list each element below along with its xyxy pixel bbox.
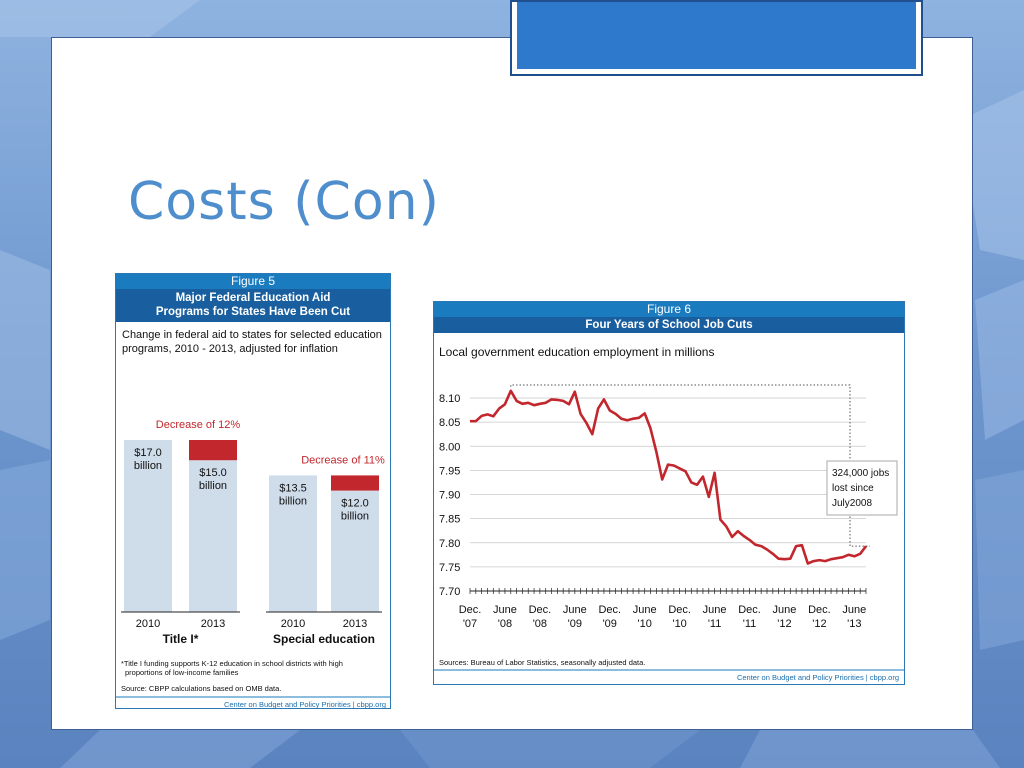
annotation-0: Decrease of 12% [156,419,241,431]
x-tick-label-top: Dec. [598,604,621,616]
value-label-1-0: $13.5 [279,482,307,494]
y-tick-label: 8.00 [439,441,460,453]
figure-5-description-line2: programs, 2010 - 2013, adjusted for infl… [122,343,338,355]
callout-text: lost since [832,483,874,494]
figure-6-credit: Center on Budget and Policy Priorities |… [737,673,899,682]
callout-text: July2008 [832,498,872,509]
figure-6-card: Figure 6 Four Years of School Job Cuts L… [433,301,905,685]
value-label-0-0: $17.0 [134,447,162,459]
x-tick-label-bottom: '07 [463,618,477,630]
x-tick-label-top: Dec. [808,604,831,616]
x-tick-label-top: Dec. [459,604,482,616]
group-label-0: Title I* [163,632,199,646]
y-tick-label: 7.75 [439,562,460,574]
figure-5-source: Source: CBPP calculations based on OMB d… [121,684,281,693]
x-tick-label-bottom: '11 [743,618,757,630]
category-label-0-0: 2010 [136,618,160,630]
x-tick-label-bottom: '10 [638,618,652,630]
x-tick-label-bottom: '09 [603,618,617,630]
category-label-1-0: 2010 [281,618,305,630]
figure-5-title-line2: Programs for States Have Been Cut [155,306,351,318]
x-tick-label-top: Dec. [529,604,552,616]
x-tick-label-bottom: '13 [847,618,861,630]
x-tick-label-bottom: '12 [777,618,791,630]
figure-5-label: Figure 5 [116,274,390,289]
figure-6-subtitle: Local government education employment in… [439,345,714,359]
figure-6-label: Figure 6 [434,302,904,317]
y-tick-label: 7.80 [439,538,460,550]
group-label-1: Special education [273,632,375,646]
x-tick-label-bottom: '09 [568,618,582,630]
title-accent-box [510,0,923,76]
figure-5-title: Major Federal Education Aid Programs for… [116,289,390,322]
unit-label-0-0: billion [134,460,162,472]
bar-1-2013 [331,490,379,612]
bar-0-cut [189,440,237,461]
figure-5-chart: Change in federal aid to states for sele… [116,329,390,709]
x-tick-label-top: June [773,604,797,616]
callout-bracket [510,384,870,547]
x-tick-label-top: Dec. [738,604,761,616]
unit-label-1-0: billion [279,495,307,507]
y-tick-label: 8.05 [439,417,460,429]
figure-6-chart: Local government education employment in… [434,345,904,682]
y-tick-label: 8.10 [439,393,460,405]
figure-5-card: Figure 5 Major Federal Education Aid Pro… [115,273,391,709]
y-tick-label: 7.90 [439,490,460,502]
value-label-0-1: $15.0 [199,467,227,479]
annotation-1: Decrease of 11% [301,454,385,466]
bar-1-2010 [269,475,317,612]
callout-text: 324,000 jobs [832,468,889,479]
x-tick-label-bottom: '11 [708,618,722,630]
x-tick-label-top: June [493,604,517,616]
figure-5-title-line1: Major Federal Education Aid [175,292,331,304]
x-tick-label-top: June [842,604,866,616]
y-tick-label: 7.85 [439,514,460,526]
unit-label-1-1: billion [341,511,369,523]
x-tick-label-bottom: '10 [672,618,686,630]
x-tick-label-bottom: '12 [812,618,826,630]
figure-6-source: Sources: Bureau of Labor Statistics, sea… [439,658,645,667]
x-tick-label-top: June [633,604,657,616]
callout-box [826,460,898,516]
x-tick-label-bottom: '08 [533,618,547,630]
figure-5-footnote-line2: proportions of low-income families [125,668,239,677]
bar-0-2010 [124,440,172,612]
unit-label-0-1: billion [199,480,227,492]
category-label-0-1: 2013 [201,618,225,630]
employment-line [470,389,868,565]
value-label-1-1: $12.0 [341,498,369,510]
bar-1-cut [331,475,379,491]
figure-5-footnote-line1: *Title I funding supports K-12 education… [121,659,343,668]
figure-6-title: Four Years of School Job Cuts [434,317,904,333]
x-tick-label-top: June [703,604,727,616]
category-label-1-1: 2013 [343,618,367,630]
slide-title: Costs (Con) [128,172,440,232]
figure-5-description-line1: Change in federal aid to states for sele… [122,329,382,341]
x-tick-label-top: Dec. [668,604,691,616]
y-tick-label: 7.70 [439,586,460,598]
figure-5-credit: Center on Budget and Policy Priorities |… [224,700,386,709]
bar-0-2013 [189,460,237,612]
x-tick-label-top: June [563,604,587,616]
x-tick-label-bottom: '08 [498,618,512,630]
y-tick-label: 7.95 [439,465,460,477]
